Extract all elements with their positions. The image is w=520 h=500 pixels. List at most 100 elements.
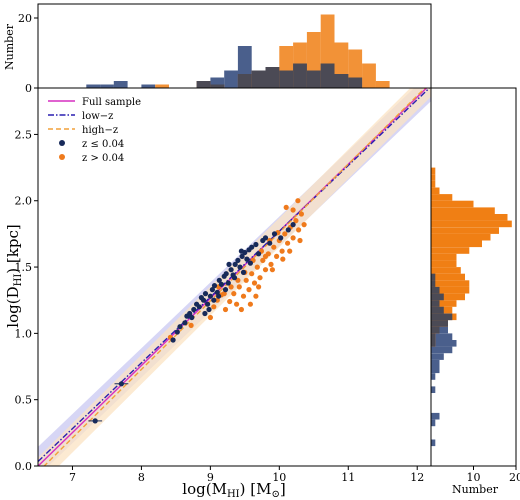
- right-histogram-overlap: [431, 300, 440, 307]
- right-histogram-bars: [431, 167, 512, 447]
- scatter-point: [227, 298, 233, 305]
- scatter-point: [226, 261, 232, 267]
- right-histogram-bar: [431, 353, 444, 360]
- top-histogram-y-ticks: 0 20: [18, 12, 38, 95]
- top-histogram-overlap: [265, 67, 280, 88]
- right-histogram: 10 20 Number: [430, 87, 520, 496]
- right-histogram-bar: [431, 247, 470, 254]
- top-histogram-overlap: [196, 81, 211, 88]
- scatter-point: [188, 322, 194, 328]
- scatter-point: [279, 248, 285, 254]
- y-tick-label: 2.5: [15, 128, 33, 141]
- scatter-point: [182, 320, 188, 326]
- right-histogram-bar: [431, 419, 436, 427]
- right-histogram-overlap: [431, 340, 436, 347]
- scatter-point: [246, 287, 252, 293]
- right-histogram-x-label: Number: [452, 483, 499, 496]
- x-tick-label: 9: [207, 471, 214, 484]
- scatter-point: [267, 240, 273, 246]
- scatter-point: [283, 204, 289, 210]
- right-histogram-bar: [431, 333, 453, 340]
- right-histogram-overlap: [431, 326, 440, 334]
- scatter-point: [253, 241, 259, 248]
- scatter-point: [228, 267, 234, 273]
- scatter-point: [218, 281, 224, 287]
- top-histogram-bar: [210, 77, 225, 88]
- legend-label-high-z: high−z: [82, 125, 118, 136]
- scatter-point: [239, 253, 245, 259]
- right-histogram-overlap: [431, 280, 436, 287]
- right-histogram-bar: [431, 260, 457, 267]
- scatter-point: [238, 248, 244, 254]
- scatter-point: [216, 277, 222, 283]
- scatter-point: [234, 301, 240, 307]
- scatter-point: [254, 264, 260, 270]
- top-histogram-bar: [362, 63, 376, 88]
- scatter-point: [280, 256, 286, 262]
- right-histogram-x-ticks: 10 20: [467, 466, 520, 484]
- scatter-point: [235, 257, 241, 263]
- scatter-point: [211, 304, 217, 310]
- main-plot: 7 8 9 10 11 12 0.0 0.5 1.0 1.5 2.0 2.5 log(MHI) [M…: [4, 87, 432, 500]
- right-histogram-bar: [431, 412, 440, 420]
- scatter-point: [238, 306, 244, 313]
- legend-label-full-sample: Full sample: [82, 97, 141, 108]
- right-x-tick-label: 20: [509, 471, 520, 484]
- right-histogram-bar: [431, 207, 495, 214]
- legend-label-low-z: low−z: [82, 111, 113, 122]
- scatter-point: [240, 293, 247, 299]
- scatter-point: [247, 301, 253, 307]
- scatter-point: [196, 304, 202, 310]
- right-histogram-bar: [431, 373, 436, 380]
- top-histogram-overlap: [334, 74, 349, 88]
- scatter-point: [221, 291, 227, 297]
- right-histogram-overlap: [431, 273, 436, 281]
- scatter-point: [209, 287, 215, 293]
- scatter-point: [260, 257, 266, 263]
- scatter-point: [244, 256, 250, 262]
- right-histogram-bar: [431, 280, 470, 287]
- scatter-point: [297, 237, 303, 244]
- scatter-point: [285, 240, 291, 246]
- fit-line-1: [38, 88, 431, 462]
- scatter-point: [236, 284, 242, 290]
- y-axis-ticks: 0.0 0.5 1.0 1.5 2.0 2.5: [15, 128, 38, 473]
- scatter-point: [211, 283, 218, 289]
- scatter-point: [290, 222, 296, 228]
- top-histogram-bar: [100, 84, 114, 88]
- scatter-point: [216, 293, 222, 299]
- top-histogram-bar: [86, 84, 101, 88]
- scatter-point: [278, 235, 284, 241]
- scatter-point: [174, 329, 180, 335]
- scatter-point: [207, 314, 213, 321]
- right-histogram-overlap: [431, 333, 436, 340]
- scatter-point: [287, 248, 293, 254]
- scatter-point: [282, 231, 288, 237]
- top-y-tick-label: 20: [18, 12, 32, 25]
- scatter-point: [187, 310, 193, 317]
- scatter-point: [293, 218, 299, 224]
- right-histogram-overlap: [431, 320, 448, 327]
- scatter-point: [290, 235, 296, 241]
- right-histogram-overlap: [431, 313, 453, 321]
- scatter-point: [222, 306, 229, 313]
- scatter-point: [211, 297, 217, 303]
- scatter-point: [206, 306, 212, 313]
- scatter-point: [256, 284, 262, 290]
- scatter-points: [92, 198, 307, 424]
- x-tick-label: 10: [272, 471, 286, 484]
- scatter-point: [269, 267, 275, 273]
- y-tick-label: 1.0: [15, 327, 33, 340]
- scatter-point: [256, 251, 262, 257]
- scatter-point: [253, 293, 259, 299]
- scatter-point: [231, 291, 237, 297]
- top-histogram-overlap: [251, 70, 266, 88]
- scatter-point: [243, 277, 249, 283]
- right-histogram-bar: [431, 346, 453, 354]
- x-tick-label: 11: [341, 471, 355, 484]
- right-histogram-bar: [431, 194, 453, 201]
- top-histogram-y-label: Number: [3, 23, 16, 70]
- top-histogram-overlap: [237, 74, 252, 88]
- right-histogram-bar: [431, 187, 440, 195]
